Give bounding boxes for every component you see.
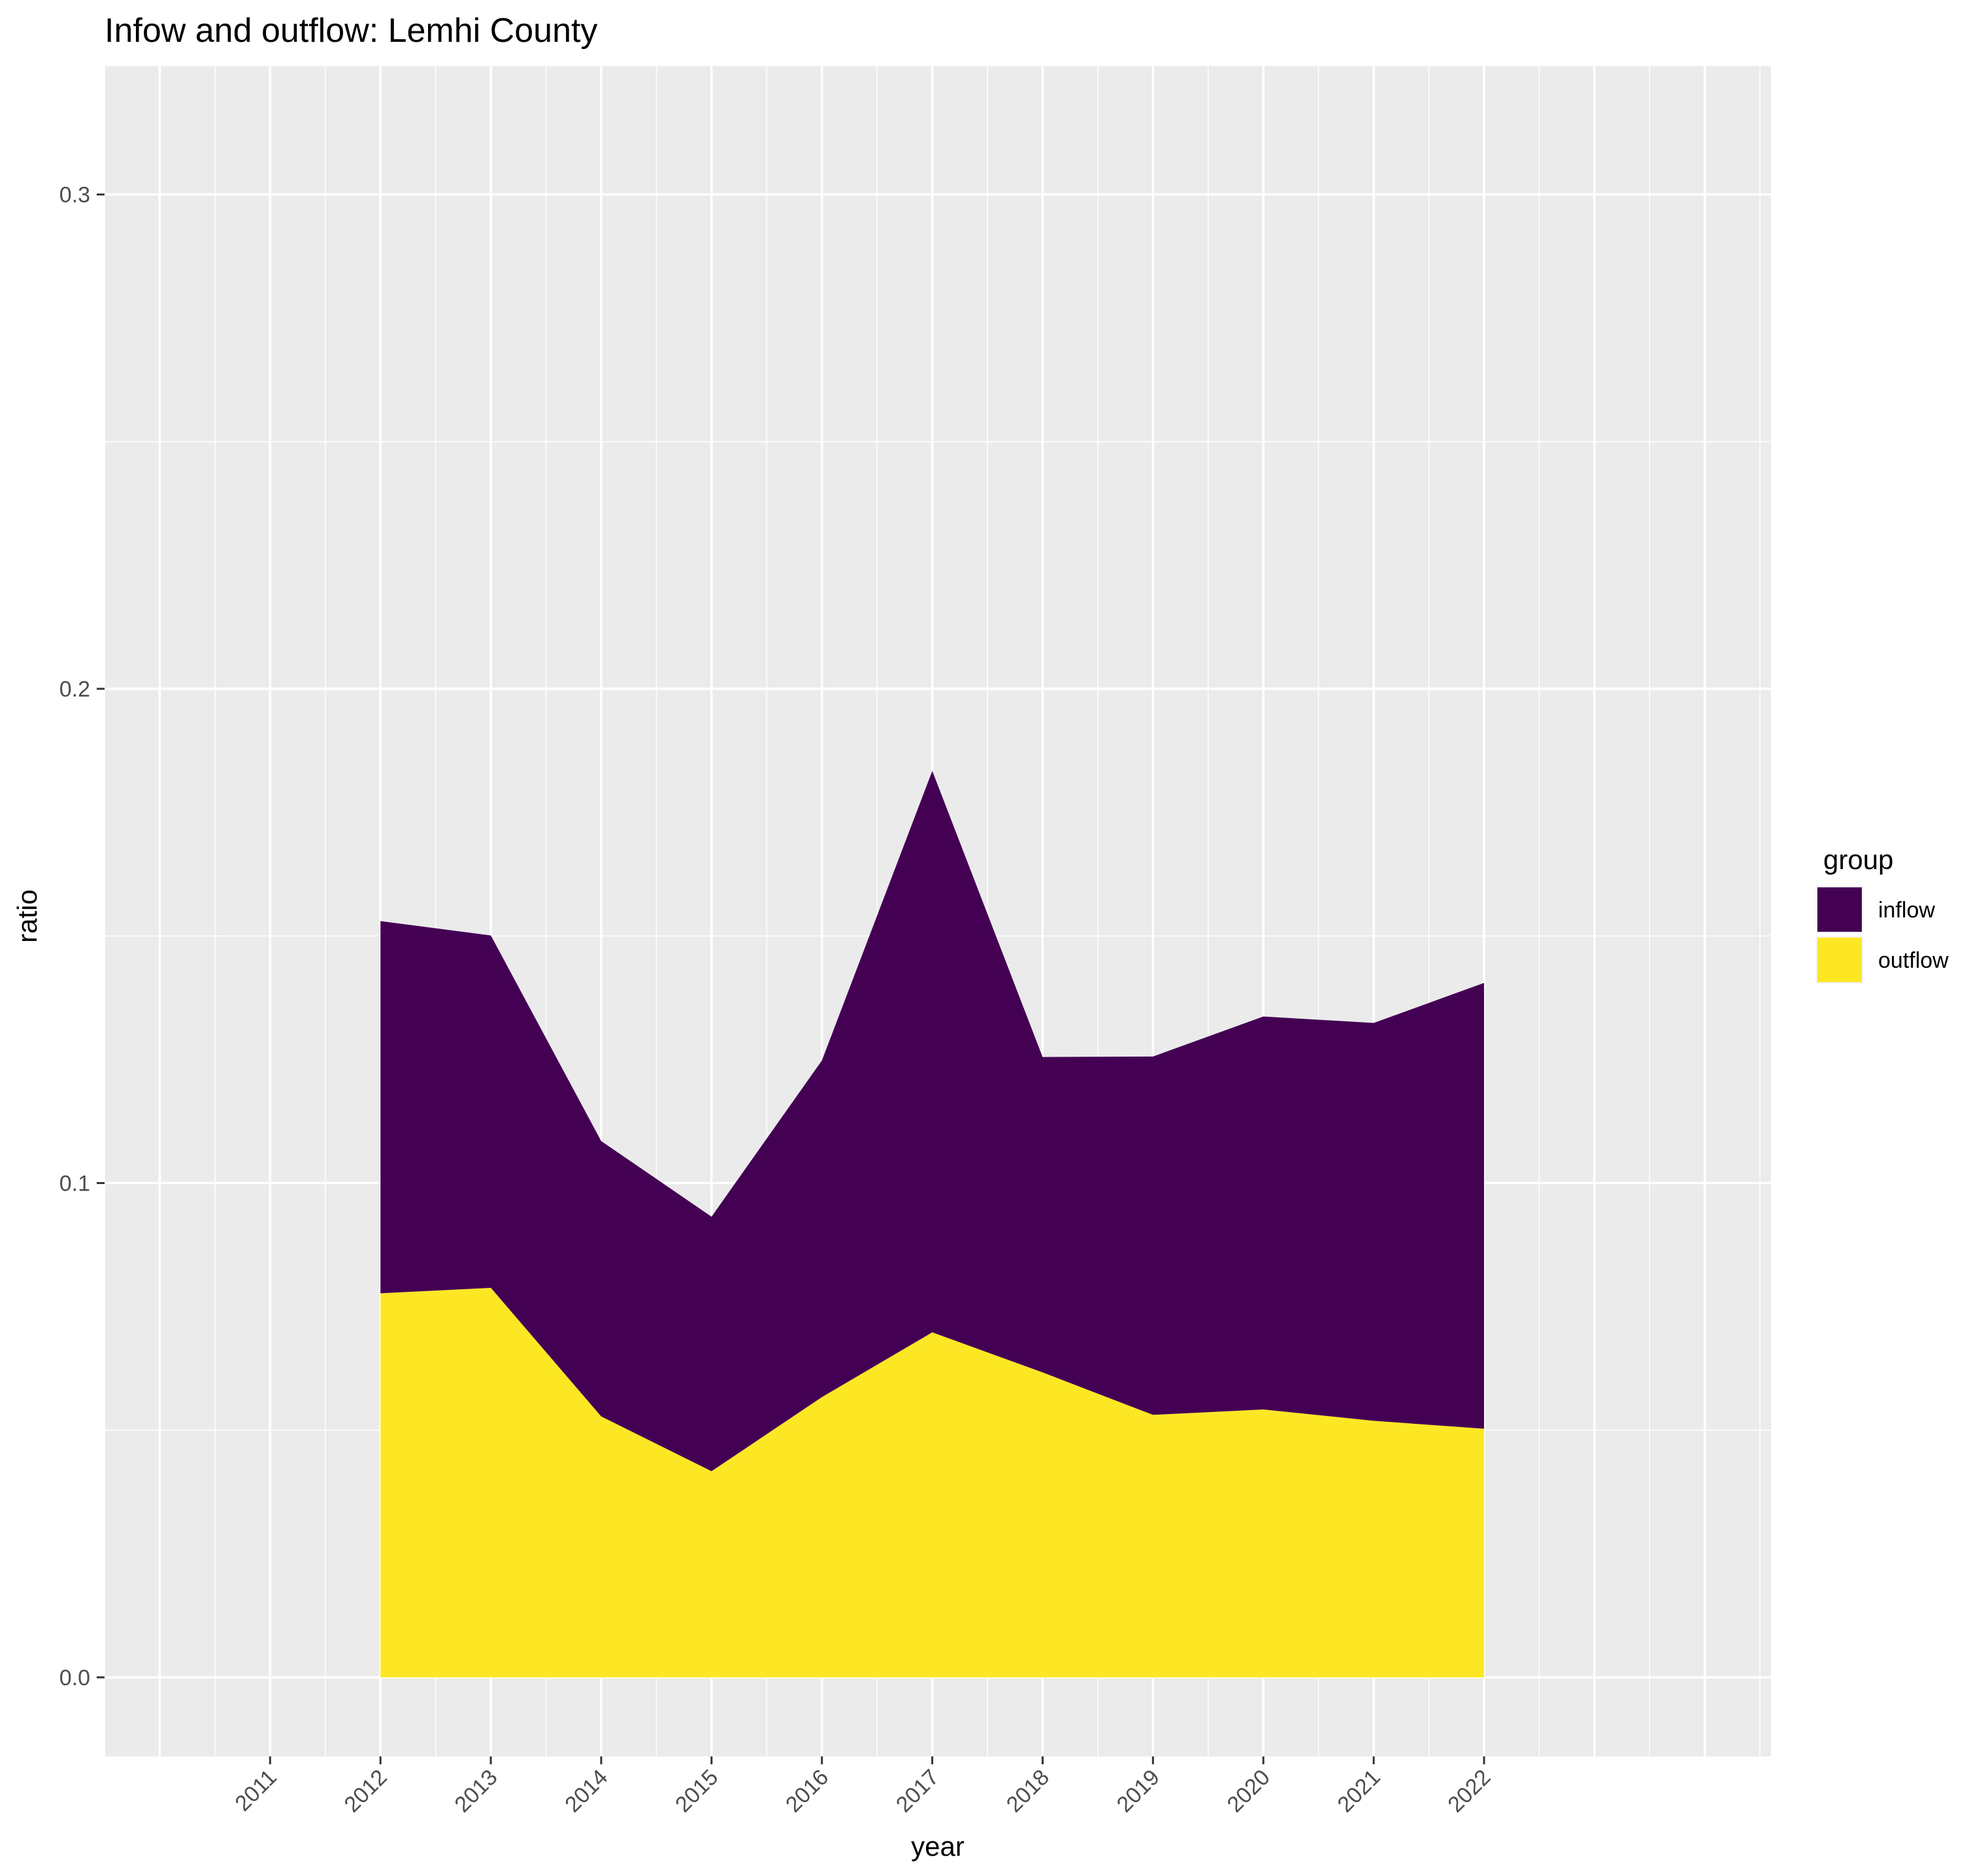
x-tick-label: 2012 (339, 1765, 391, 1817)
x-tick-label: 2021 (1332, 1765, 1385, 1817)
area-outflow (380, 1287, 1484, 1677)
y-axis: 0.0 0.1 0.2 0.3 (59, 183, 105, 1690)
legend-label-outflow: outflow (1878, 948, 1949, 973)
x-tick-label: 2017 (891, 1765, 944, 1817)
y-tick-label: 0.2 (59, 677, 90, 702)
legend-swatch-outflow (1817, 938, 1862, 982)
y-tick-label: 0.1 (59, 1172, 90, 1196)
y-tick-label: 0.3 (59, 183, 90, 208)
legend-items: inflow outflow (1816, 886, 1949, 983)
x-tick-label: 2011 (230, 1765, 282, 1817)
y-tick-label: 0.0 (59, 1666, 90, 1690)
x-axis: 2011 2012 2013 2014 2015 2016 2017 2018 2019 2020… (230, 1756, 1496, 1817)
x-tick-label: 2019 (1112, 1765, 1165, 1817)
y-axis-title: ratio (12, 889, 42, 943)
x-tick-label: 2016 (781, 1765, 833, 1817)
x-tick-label: 2013 (450, 1765, 502, 1817)
x-tick-label: 2015 (670, 1765, 723, 1817)
x-tick-label: 2020 (1222, 1765, 1274, 1817)
legend-label-inflow: inflow (1878, 898, 1935, 923)
legend-swatch-inflow (1817, 887, 1862, 932)
legend: group inflow outflow (1816, 844, 1949, 983)
area-inflow (380, 770, 1484, 1472)
legend-title: group (1823, 844, 1893, 875)
x-tick-label: 2022 (1443, 1765, 1495, 1817)
x-axis-title: year (911, 1831, 965, 1862)
area-series (380, 770, 1484, 1677)
chart-title: Infow and outflow: Lemhi County (105, 12, 597, 50)
x-tick-label: 2018 (1002, 1765, 1054, 1817)
x-tick-label: 2014 (560, 1765, 612, 1817)
